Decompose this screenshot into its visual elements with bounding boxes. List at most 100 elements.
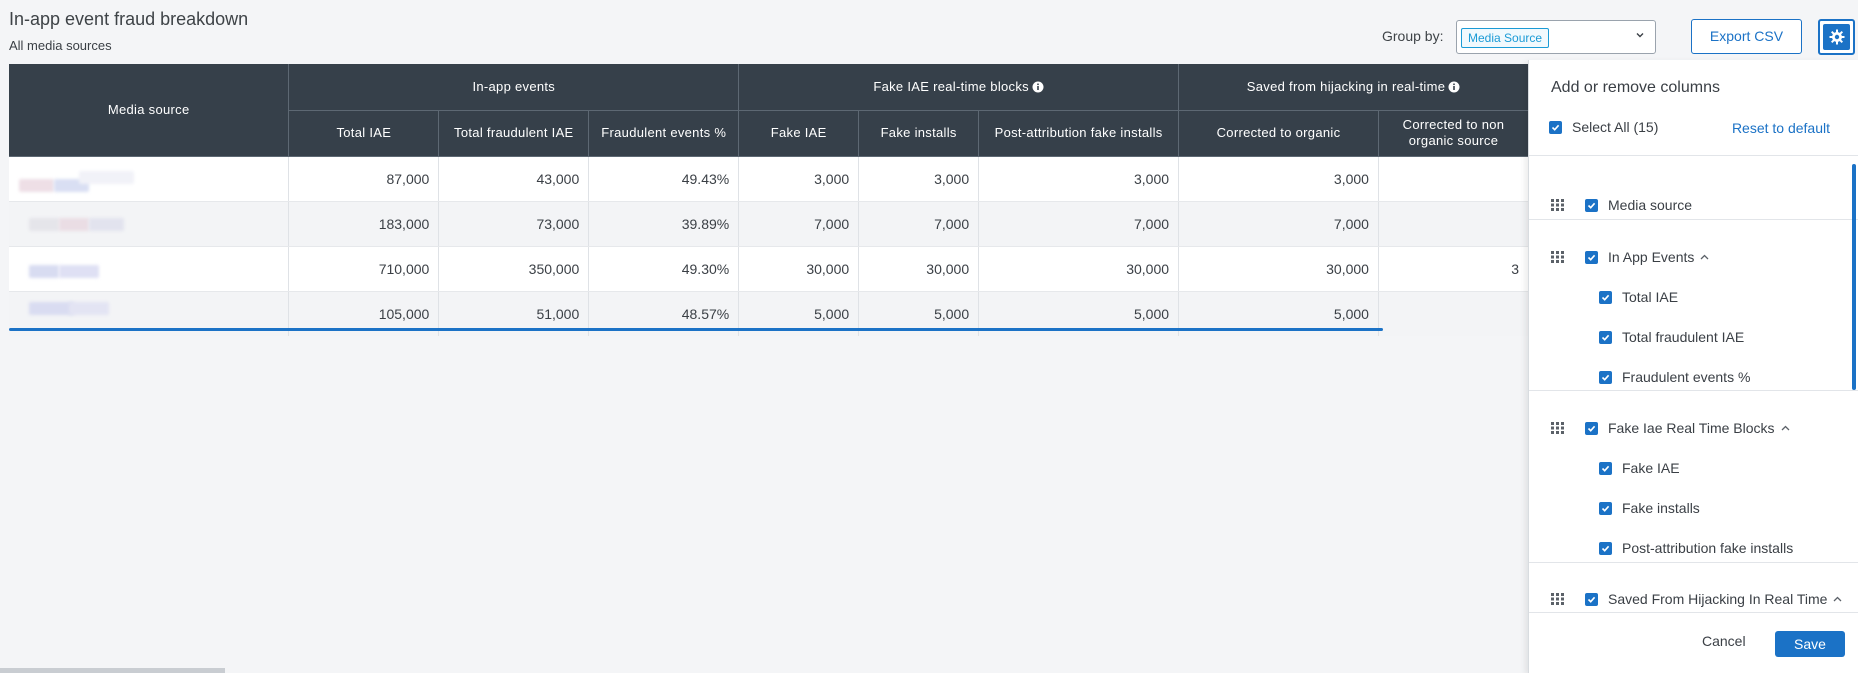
column-item-media-source[interactable]: Media source xyxy=(1529,185,1858,225)
header-media-source[interactable]: Media source xyxy=(9,64,290,157)
table-cell: 87,000 xyxy=(288,156,440,202)
column-settings-panel: Add or remove columns Select All (15) Re… xyxy=(1528,60,1858,673)
reset-to-default-link[interactable]: Reset to default xyxy=(1731,120,1830,136)
panel-divider xyxy=(1529,155,1858,156)
save-button[interactable]: Save xyxy=(1775,631,1845,657)
table-cell: 73,000 xyxy=(438,201,590,247)
table-cell: 710,000 xyxy=(288,246,440,292)
column-item-post-attribution-fake-installs[interactable]: Post-attribution fake installs xyxy=(1529,528,1858,568)
info-icon[interactable] xyxy=(1448,81,1460,93)
table-cell: 3,000 xyxy=(978,156,1180,202)
caret-up-icon[interactable] xyxy=(1700,254,1709,260)
caret-up-icon[interactable] xyxy=(1781,425,1790,431)
column-settings-button[interactable] xyxy=(1818,19,1855,55)
info-icon[interactable] xyxy=(1032,81,1044,93)
media-source-cell[interactable] xyxy=(9,246,290,292)
table-cell: 3 xyxy=(1378,246,1529,292)
export-csv-button[interactable]: Export CSV xyxy=(1691,19,1802,54)
table-row[interactable]: 183,000 73,000 39.89% 7,000 7,000 7,000 … xyxy=(9,201,1529,247)
fraud-table: Media source In-app events Fake IAE real… xyxy=(9,64,1529,336)
table-cell: 183,000 xyxy=(288,201,440,247)
header-group-saved-hijacking: Saved from hijacking in real-time xyxy=(1178,64,1529,111)
table-cell: 7,000 xyxy=(978,201,1180,247)
table-cell: 49.43% xyxy=(588,156,740,202)
chevron-down-icon xyxy=(1636,33,1644,38)
table-cell: 30,000 xyxy=(978,246,1180,292)
media-source-cell[interactable] xyxy=(9,156,290,202)
column-list: Media source In App Events Total IAE Tot… xyxy=(1529,160,1858,612)
table-cell xyxy=(1378,156,1529,202)
column-item-total-iae[interactable]: Total IAE xyxy=(1529,277,1858,317)
header-post-attribution-fake-installs[interactable]: Post-attribution fake installs xyxy=(978,110,1180,157)
gear-icon xyxy=(1829,29,1844,45)
checkbox-checked-icon[interactable] xyxy=(1585,592,1598,606)
panel-title: Add or remove columns xyxy=(1551,79,1720,96)
horizontal-scroll-indicator[interactable] xyxy=(9,328,1383,331)
column-item-fake-iae[interactable]: Fake IAE xyxy=(1529,448,1858,488)
panel-scrollbar[interactable] xyxy=(1852,164,1856,390)
table-cell: 43,000 xyxy=(438,156,590,202)
page-subtitle: All media sources xyxy=(9,38,112,53)
table-cell: 7,000 xyxy=(738,201,860,247)
table-row[interactable]: 87,000 43,000 49.43% 3,000 3,000 3,000 3… xyxy=(9,156,1529,202)
grip-icon[interactable] xyxy=(1551,199,1565,211)
column-group-fake-iae-real-time-blocks[interactable]: Fake Iae Real Time Blocks xyxy=(1529,408,1858,448)
table-cell xyxy=(1378,201,1529,247)
header-corrected-to-non-organic[interactable]: Corrected to non organic source xyxy=(1378,110,1529,157)
checkbox-checked-icon[interactable] xyxy=(1599,330,1612,344)
panel-divider xyxy=(1529,612,1858,613)
column-item-label: In App Events xyxy=(1608,249,1695,265)
column-item-label: Total IAE xyxy=(1622,289,1679,305)
table-cell: 3,000 xyxy=(738,156,860,202)
table-cell: 30,000 xyxy=(858,246,980,292)
table-cell: 350,000 xyxy=(438,246,590,292)
panel-divider xyxy=(1529,562,1858,563)
column-item-label: Saved From Hijacking In Real Time xyxy=(1608,591,1828,607)
column-group-in-app-events[interactable]: In App Events xyxy=(1529,237,1858,277)
column-item-label: Post-attribution fake installs xyxy=(1622,540,1794,556)
column-item-label: Fake installs xyxy=(1622,500,1700,516)
header-total-fraudulent-iae[interactable]: Total fraudulent IAE xyxy=(438,110,590,157)
header-fake-installs[interactable]: Fake installs xyxy=(858,110,980,157)
header-group-in-app-events: In-app events xyxy=(288,64,740,111)
checkbox-checked-icon[interactable] xyxy=(1585,198,1598,212)
header-fraudulent-events-pct[interactable]: Fraudulent events % xyxy=(588,110,740,157)
column-item-label: Fake IAE xyxy=(1622,460,1680,476)
header-total-iae[interactable]: Total IAE xyxy=(288,110,440,157)
column-group-saved-from-hijacking[interactable]: Saved From Hijacking In Real Time xyxy=(1529,579,1858,612)
table-cell: 3,000 xyxy=(858,156,980,202)
header-fake-iae[interactable]: Fake IAE xyxy=(738,110,860,157)
fraud-table-container: Media source In-app events Fake IAE real… xyxy=(9,64,1529,336)
column-item-fake-installs[interactable]: Fake installs xyxy=(1529,488,1858,528)
checkbox-checked-icon[interactable] xyxy=(1585,421,1598,435)
checkbox-checked-icon[interactable] xyxy=(1599,461,1612,475)
checkbox-checked-icon[interactable] xyxy=(1585,250,1598,264)
table-row[interactable]: 710,000 350,000 49.30% 30,000 30,000 30,… xyxy=(9,246,1529,292)
table-cell: 3,000 xyxy=(1178,156,1379,202)
column-item-label: Fraudulent events % xyxy=(1622,369,1751,385)
header-group-fake-iae: Fake IAE real-time blocks xyxy=(738,64,1180,111)
group-by-select[interactable]: Media Source xyxy=(1456,20,1656,54)
checkbox-checked-icon[interactable] xyxy=(1599,541,1612,555)
cancel-button[interactable]: Cancel xyxy=(1702,633,1746,649)
caret-up-icon[interactable] xyxy=(1833,596,1842,602)
column-item-total-fraudulent-iae[interactable]: Total fraudulent IAE xyxy=(1529,317,1858,357)
media-source-cell[interactable] xyxy=(9,201,290,247)
select-all-label: Select All (15) xyxy=(1572,119,1659,135)
grip-icon[interactable] xyxy=(1551,593,1565,605)
header-corrected-to-organic[interactable]: Corrected to organic xyxy=(1178,110,1379,157)
table-cell: 30,000 xyxy=(738,246,860,292)
column-item-fraudulent-events-pct[interactable]: Fraudulent events % xyxy=(1529,357,1858,397)
group-by-chip[interactable]: Media Source xyxy=(1461,28,1550,48)
grip-icon[interactable] xyxy=(1551,422,1565,434)
checkbox-checked-icon[interactable] xyxy=(1599,290,1612,304)
column-item-label: Media source xyxy=(1608,197,1693,213)
select-all-checkbox[interactable]: Select All (15) xyxy=(1549,119,1659,135)
checkbox-checked-icon[interactable] xyxy=(1549,120,1562,134)
grip-icon[interactable] xyxy=(1551,251,1565,263)
checkbox-checked-icon[interactable] xyxy=(1599,370,1612,384)
checkbox-checked-icon[interactable] xyxy=(1599,501,1612,515)
panel-divider xyxy=(1529,219,1858,220)
page-horizontal-scrollbar[interactable] xyxy=(0,668,225,673)
column-item-label: Total fraudulent IAE xyxy=(1622,329,1745,345)
